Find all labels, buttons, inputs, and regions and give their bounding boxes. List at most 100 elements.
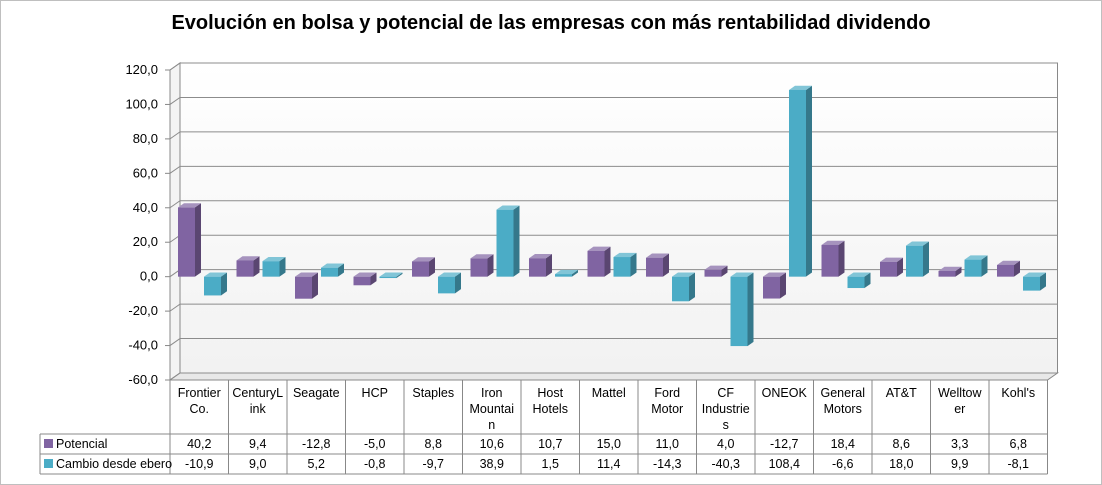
bar-side [338,263,344,277]
bar-front [438,276,455,294]
bar-top [379,272,403,277]
bar-cambio [204,272,227,296]
bar-front [730,276,748,347]
bar-side [663,253,669,277]
x-category-label: Frontier [178,386,221,400]
y-tick-label: -40,0 [128,338,158,353]
gridline [169,303,1058,312]
x-category-label: General [821,386,865,400]
data-label: -12,7 [770,437,799,451]
bar-top [613,252,637,258]
bar-front [496,209,514,277]
bar-cambio [555,269,578,277]
bar-potencial [353,272,377,286]
bar-potencial [997,260,1020,277]
x-category-label: Co. [190,402,209,416]
bar-top [470,254,494,259]
y-tick-label: 80,0 [133,131,158,146]
data-label: 108,4 [769,457,800,471]
bar-top [763,272,786,277]
bar-cambio [438,272,461,294]
bar-cambio [789,85,812,277]
gridline [169,372,1058,381]
data-label: -14,3 [653,457,682,471]
bar-potencial [938,266,962,277]
bar-side [897,257,903,277]
bar-side [429,257,435,277]
bar-side [747,272,754,347]
data-label: -8,1 [1007,457,1029,471]
bar-front [821,244,839,277]
x-category-label: CF [717,386,734,400]
data-label: 1,5 [542,457,559,471]
back-wall [179,62,1058,374]
bar-side [1040,272,1046,291]
bar-potencial [821,240,845,277]
x-category-label: n [488,418,495,432]
bar-cambio [672,272,695,302]
bar-top [821,240,845,245]
bar-potencial [178,203,201,277]
bar-potencial [704,265,728,277]
data-label: -6,6 [832,457,854,471]
bar-top [587,246,611,251]
bar-top [789,85,812,90]
bar-front [964,259,982,277]
x-category-label: Industrie [702,402,750,416]
data-label: 8,6 [893,437,910,451]
bar-side [312,272,318,299]
y-tick-label: 120,0 [125,62,158,77]
x-category-label: Host [537,386,563,400]
x-category-label: Iron [481,386,503,400]
bar-top [262,256,286,262]
bar-top [964,255,988,260]
bar-side [253,256,260,277]
bar-top [236,256,260,261]
bar-side [455,272,461,294]
x-category-label: Hotels [533,402,568,416]
bar-front [789,89,806,277]
bar-potencial [470,254,494,277]
bar-front [880,261,897,277]
bar-top [906,241,929,246]
x-category-label: HCP [362,386,388,400]
y-tick-label: 0,0 [140,269,158,284]
bar-top [204,272,227,277]
bar-side [780,272,786,299]
bar-top [295,272,318,277]
x-category-label: Motor [651,402,683,416]
data-label: -0,8 [364,457,386,471]
bar-top [412,257,435,262]
y-tick-label: 60,0 [133,165,158,180]
bar-side [604,246,611,277]
bar-side [195,203,201,277]
bar-front [704,269,722,277]
bar-cambio [613,252,637,277]
bar-cambio [262,256,286,277]
x-category-label: ONEOK [762,386,808,400]
bar-side [838,240,845,277]
bar-cambio [964,255,988,277]
data-label: 4,0 [717,437,734,451]
bar-top [704,265,728,270]
x-category-label: Kohl's [1001,386,1035,400]
bar-front [236,260,254,277]
data-label: -9,7 [422,457,444,471]
bar-potencial [880,257,903,277]
data-label: 3,3 [951,437,968,451]
bar-front [470,258,488,277]
chart-title: Evolución en bolsa y potencial de las em… [171,12,931,34]
data-label: 8,8 [425,437,442,451]
data-label: 10,6 [480,437,504,451]
bar-front [204,276,221,296]
bar-top [529,254,552,259]
x-category-label: Motors [824,402,862,416]
bar-front [555,274,572,277]
data-label: -40,3 [712,457,741,471]
y-tick-label: -60,0 [128,372,158,387]
data-label: 10,7 [538,437,562,451]
bar-top [847,272,871,277]
bar-front [379,276,397,279]
bar-side [923,241,929,277]
legend-key [44,459,53,468]
